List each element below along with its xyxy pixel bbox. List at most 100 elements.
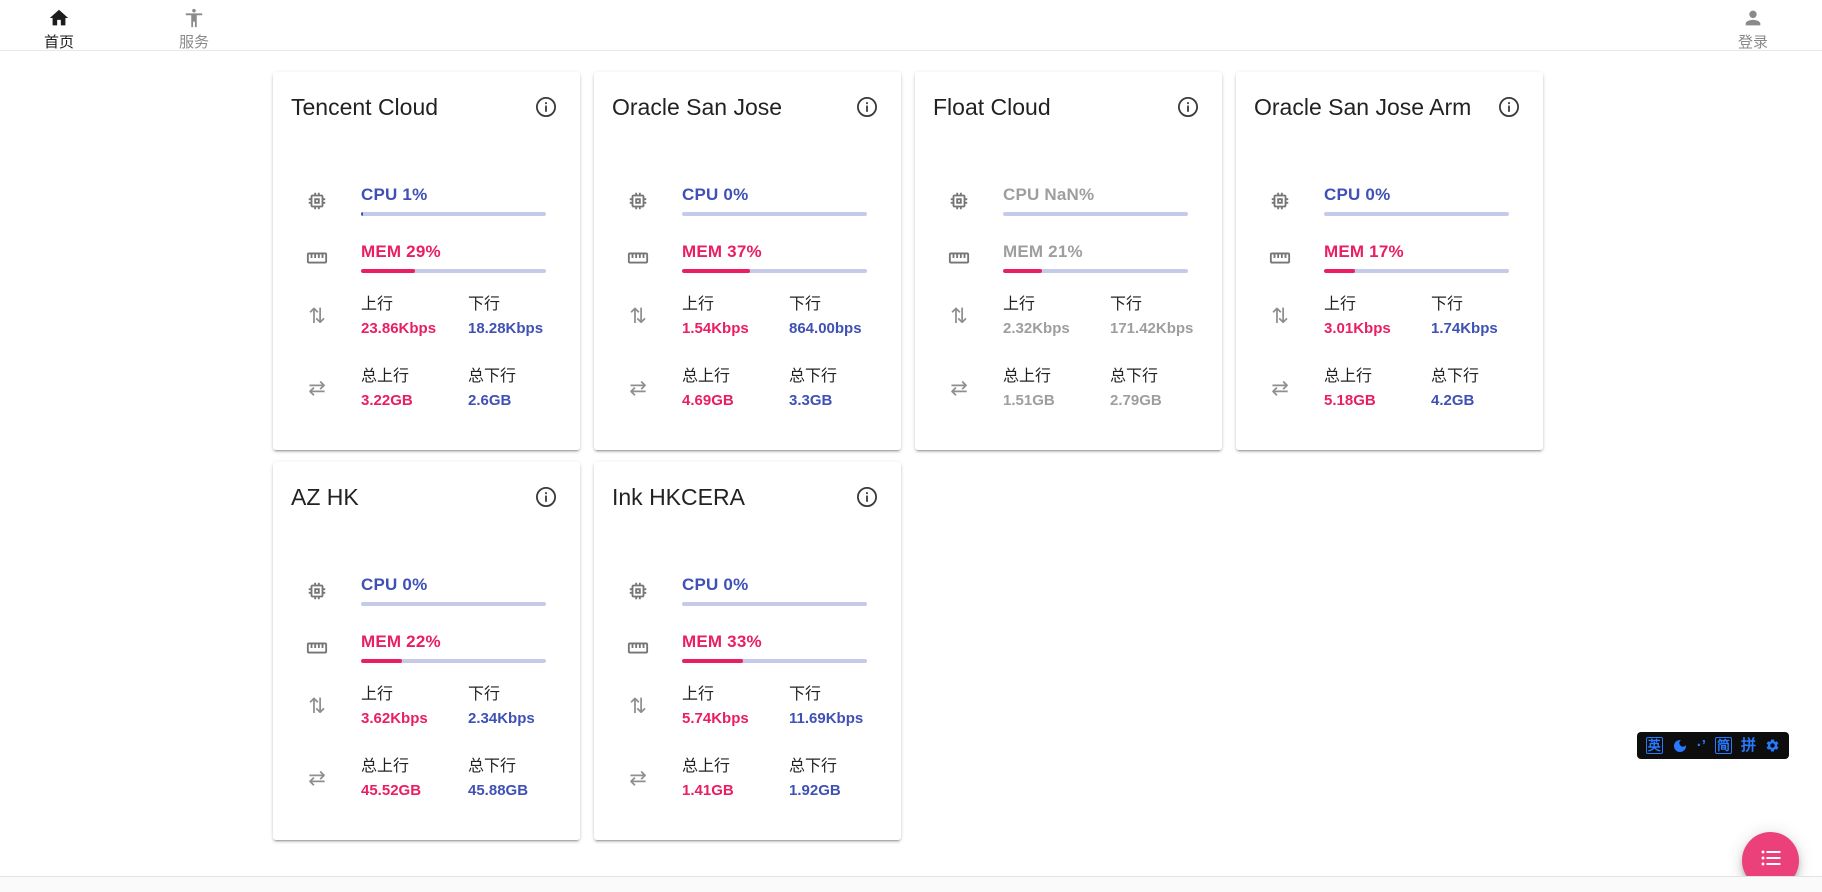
total-download-label: 总下行 — [468, 758, 517, 775]
up-down-arrows-icon: ⇅ — [629, 305, 647, 328]
server-name: Tencent Cloud — [291, 94, 439, 120]
total-upload-label: 总上行 — [1003, 368, 1052, 385]
server-card: Oracle San Jose Arm CPU 0% — [1236, 72, 1543, 450]
swap-horizontal-arrows-icon: ⇄ — [629, 767, 647, 790]
server-grid: Tencent Cloud CPU 1% ME — [273, 72, 1544, 840]
download-label: 下行 — [468, 686, 501, 703]
memory-ruler-icon — [306, 637, 328, 659]
memory-ruler-icon — [627, 247, 649, 269]
cpu-progress-bar — [361, 602, 546, 606]
mem-progress-bar — [1324, 269, 1509, 273]
total-download-value: 3.3GB — [789, 392, 833, 409]
server-name: Oracle San Jose — [612, 94, 783, 120]
cpu-usage-text: CPU 1% — [361, 185, 428, 204]
cpu-usage-text: CPU 0% — [682, 575, 749, 594]
mem-usage-text: MEM 37% — [682, 242, 762, 261]
mem-usage-text: MEM 21% — [1003, 242, 1083, 261]
download-label: 下行 — [1431, 296, 1464, 313]
ime-english-mode[interactable]: 英 — [1645, 737, 1663, 754]
info-icon[interactable] — [1176, 95, 1200, 119]
upload-label: 上行 — [1324, 296, 1357, 313]
cpu-progress-bar — [1324, 212, 1509, 216]
ime-toolbar[interactable]: 英 ·’ 简拼 — [1636, 732, 1789, 759]
swap-horizontal-arrows-icon: ⇄ — [308, 377, 326, 400]
memory-ruler-icon — [306, 247, 328, 269]
cpu-chip-icon — [306, 190, 328, 212]
upload-label: 上行 — [361, 296, 394, 313]
nav-item-services[interactable]: 服务 — [169, 0, 219, 52]
cpu-chip-icon — [1269, 190, 1291, 212]
top-navigation-bar: 首页 服务 登录 — [0, 0, 1822, 51]
ime-simplified-chinese[interactable]: 简 — [1714, 737, 1732, 754]
nav-item-label: 登录 — [1737, 34, 1768, 51]
info-icon[interactable] — [855, 485, 879, 509]
upload-speed-value: 2.32Kbps — [1003, 320, 1070, 337]
server-name: AZ HK — [291, 484, 359, 510]
mem-usage-text: MEM 22% — [361, 632, 441, 651]
cpu-usage-text: CPU 0% — [682, 185, 749, 204]
cpu-progress-bar — [1003, 212, 1188, 216]
swap-horizontal-arrows-icon: ⇄ — [1271, 377, 1289, 400]
download-speed-value: 171.42Kbps — [1110, 320, 1194, 337]
upload-speed-value: 1.54Kbps — [682, 320, 749, 337]
accessibility-icon — [183, 7, 205, 29]
download-speed-value: 864.00bps — [789, 320, 862, 337]
ime-pinyin-mode[interactable]: 拼 — [1740, 737, 1756, 754]
person-icon — [1742, 7, 1764, 29]
ime-settings-gear-icon[interactable] — [1765, 738, 1780, 753]
mem-progress-fill — [361, 659, 402, 663]
upload-label: 上行 — [361, 686, 394, 703]
total-upload-label: 总上行 — [682, 758, 731, 775]
total-upload-value: 3.22GB — [361, 392, 413, 409]
upload-label: 上行 — [682, 686, 715, 703]
nav-item-login[interactable]: 登录 — [1728, 0, 1778, 52]
mem-progress-bar — [682, 659, 867, 663]
info-icon[interactable] — [1497, 95, 1521, 119]
cpu-chip-icon — [306, 580, 328, 602]
nav-item-label: 服务 — [178, 34, 209, 51]
home-icon — [48, 7, 70, 29]
download-label: 下行 — [789, 296, 822, 313]
total-upload-label: 总上行 — [682, 368, 731, 385]
mem-progress-bar — [1003, 269, 1188, 273]
nav-item-home[interactable]: 首页 — [34, 0, 84, 52]
mem-usage-text: MEM 17% — [1324, 242, 1404, 261]
download-speed-value: 2.34Kbps — [468, 710, 535, 727]
cpu-chip-icon — [948, 190, 970, 212]
upload-speed-value: 23.86Kbps — [361, 320, 437, 337]
server-card: Oracle San Jose CPU 0% — [594, 72, 901, 450]
ime-fullwidth-moon-icon[interactable] — [1672, 738, 1688, 754]
total-download-value: 4.2GB — [1431, 392, 1475, 409]
cpu-chip-icon — [627, 580, 649, 602]
total-download-value: 45.88GB — [468, 782, 529, 799]
total-upload-label: 总上行 — [361, 758, 410, 775]
total-upload-value: 1.51GB — [1003, 392, 1055, 409]
mem-progress-fill — [1324, 269, 1356, 273]
mem-progress-bar — [682, 269, 867, 273]
cpu-usage-text: CPU NaN% — [1003, 185, 1095, 204]
cpu-chip-icon — [627, 190, 649, 212]
footer-divider — [0, 876, 1822, 892]
total-download-value: 2.6GB — [468, 392, 512, 409]
cpu-usage-text: CPU 0% — [1324, 185, 1391, 204]
upload-label: 上行 — [1003, 296, 1036, 313]
server-card: Float Cloud CPU NaN% ME — [915, 72, 1222, 450]
memory-ruler-icon — [627, 637, 649, 659]
swap-horizontal-arrows-icon: ⇄ — [950, 377, 968, 400]
up-down-arrows-icon: ⇅ — [308, 305, 326, 328]
upload-speed-value: 3.01Kbps — [1324, 320, 1391, 337]
download-speed-value: 11.69Kbps — [789, 710, 864, 727]
server-card: Tencent Cloud CPU 1% ME — [273, 72, 580, 450]
up-down-arrows-icon: ⇅ — [950, 305, 968, 328]
mem-progress-fill — [1003, 269, 1042, 273]
info-icon[interactable] — [534, 485, 558, 509]
ime-punctuation-mode[interactable]: ·’ — [1696, 737, 1706, 754]
total-download-label: 总下行 — [789, 758, 838, 775]
swap-horizontal-arrows-icon: ⇄ — [629, 377, 647, 400]
total-download-label: 总下行 — [1431, 368, 1480, 385]
info-icon[interactable] — [855, 95, 879, 119]
total-upload-label: 总上行 — [1324, 368, 1373, 385]
mem-usage-text: MEM 33% — [682, 632, 762, 651]
total-download-label: 总下行 — [468, 368, 517, 385]
info-icon[interactable] — [534, 95, 558, 119]
